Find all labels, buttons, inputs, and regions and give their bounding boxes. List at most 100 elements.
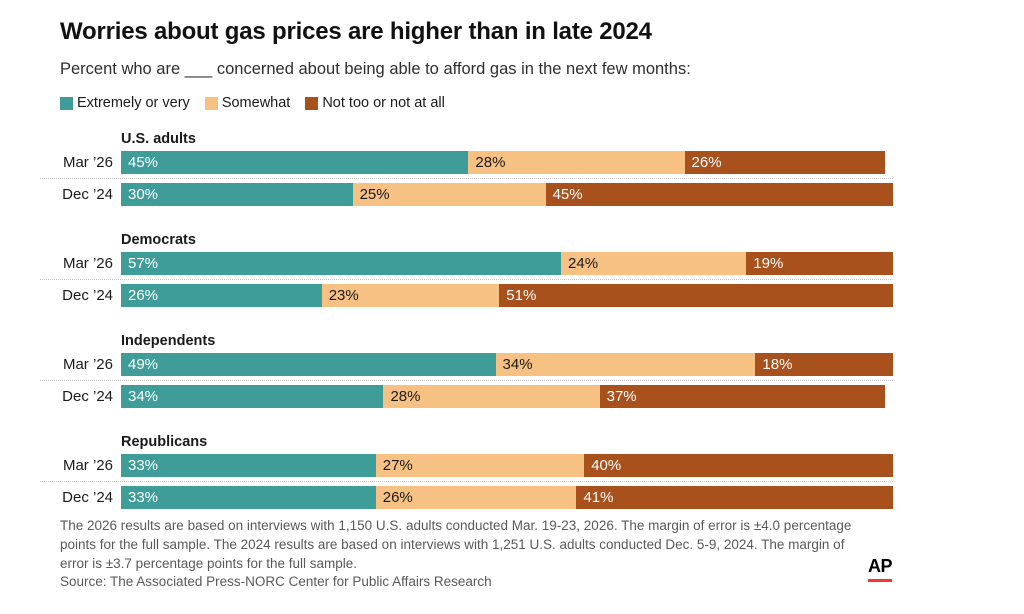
legend-item: Somewhat <box>204 95 291 111</box>
bar-group: Republicans Mar ’26 33% 27% 40% Dec ’24 33% 26%… <box>40 434 893 509</box>
bar-segment: 24% <box>561 252 747 275</box>
bar-track: 34% 28% 37% <box>121 385 893 408</box>
ap-logo: AP <box>868 556 893 582</box>
row-label: Mar ’26 <box>62 356 113 373</box>
row-label: Mar ’26 <box>62 255 113 272</box>
group-label: Independents <box>121 333 216 349</box>
row-label: Dec ’24 <box>62 287 113 304</box>
group-label: Republicans <box>121 434 208 450</box>
bar-row: Mar ’26 33% 27% 40% <box>60 454 893 477</box>
bar-group: Democrats Mar ’26 57% 24% 19% Dec ’24 26% 23% 51… <box>40 232 893 307</box>
bar-value-label: 24% <box>568 255 599 272</box>
row-separator <box>40 178 893 179</box>
bar-value-label: 19% <box>753 255 784 272</box>
bar-group: Independents Mar ’26 49% 34% 18% Dec ’24 34% 28… <box>40 333 893 408</box>
bar-segment: 28% <box>468 151 685 174</box>
bar-segment: 45% <box>545 183 893 206</box>
legend-item: Extremely or very <box>60 95 190 111</box>
page-title: Worries about gas prices are higher than… <box>60 18 652 45</box>
bar-value-label: 57% <box>128 255 159 272</box>
bar-track: 49% 34% 18% <box>121 353 893 376</box>
group-label: U.S. adults <box>121 131 196 147</box>
bar-segment: 26% <box>684 151 886 174</box>
legend-label: Somewhat <box>221 95 291 111</box>
bar-segment: 28% <box>383 385 600 408</box>
row-label: Mar ’26 <box>62 154 113 171</box>
bar-segment: 34% <box>121 385 384 408</box>
bar-track: 57% 24% 19% <box>121 252 893 275</box>
legend-label: Not too or not at all <box>322 95 445 111</box>
bar-segment: 49% <box>121 353 496 376</box>
row-label: Mar ’26 <box>62 457 113 474</box>
stacked-bar-chart: U.S. adults Mar ’26 45% 28% 26% Dec ’24 30% 25%… <box>40 131 893 535</box>
bar-track: 30% 25% 45% <box>121 183 893 206</box>
row-separator <box>40 481 893 482</box>
bar-value-label: 51% <box>506 287 537 304</box>
ap-logo-text: AP <box>868 556 893 576</box>
bar-segment: 41% <box>576 486 893 509</box>
bar-value-label: 34% <box>128 388 159 405</box>
legend-item: Not too or not at all <box>305 95 445 111</box>
row-separator <box>40 279 893 280</box>
bar-value-label: 26% <box>382 489 413 506</box>
bar-value-label: 27% <box>382 457 413 474</box>
bar-value-label: 33% <box>128 489 159 506</box>
bar-row: Dec ’24 34% 28% 37% <box>60 385 893 408</box>
group-label: Democrats <box>121 232 196 248</box>
row-label: Dec ’24 <box>62 489 113 506</box>
bar-value-label: 34% <box>502 356 533 373</box>
chart-legend: Extremely or very Somewhat Not too or not … <box>60 95 445 111</box>
bar-value-label: 33% <box>128 457 159 474</box>
bar-row: Dec ’24 26% 23% 51% <box>60 284 893 307</box>
bar-segment: 18% <box>755 353 893 376</box>
bar-value-label: 41% <box>583 489 614 506</box>
bar-value-label: 37% <box>606 388 637 405</box>
bar-segment: 33% <box>121 454 376 477</box>
bar-track: 33% 26% 41% <box>121 486 893 509</box>
legend-swatch-icon <box>60 96 73 110</box>
bar-segment: 37% <box>599 385 886 408</box>
bar-value-label: 26% <box>691 154 722 171</box>
bar-value-label: 25% <box>359 186 390 203</box>
bar-segment: 30% <box>121 183 353 206</box>
bar-row: Dec ’24 33% 26% 41% <box>60 486 893 509</box>
bar-row: Dec ’24 30% 25% 45% <box>60 183 893 206</box>
bar-segment: 27% <box>375 454 585 477</box>
methodology-note: The 2026 results are based on interviews… <box>60 518 852 572</box>
bar-segment: 19% <box>746 252 893 275</box>
bar-segment: 45% <box>121 151 469 174</box>
bar-value-label: 45% <box>128 154 159 171</box>
bar-segment: 57% <box>121 252 562 275</box>
bar-row: Mar ’26 57% 24% 19% <box>60 252 893 275</box>
bar-value-label: 26% <box>128 287 159 304</box>
bar-track: 45% 28% 26% <box>121 151 893 174</box>
bar-value-label: 49% <box>128 356 159 373</box>
bar-segment: 40% <box>584 454 893 477</box>
bar-segment: 33% <box>121 486 376 509</box>
bar-value-label: 28% <box>390 388 421 405</box>
row-label: Dec ’24 <box>62 186 113 203</box>
row-label: Dec ’24 <box>62 388 113 405</box>
row-separator <box>40 380 893 381</box>
bar-segment: 26% <box>375 486 577 509</box>
legend-label: Extremely or very <box>77 95 190 111</box>
bar-segment: 51% <box>499 284 893 307</box>
bar-segment: 25% <box>352 183 546 206</box>
bar-segment: 23% <box>321 284 500 307</box>
bar-track: 26% 23% 51% <box>121 284 893 307</box>
bar-value-label: 23% <box>328 287 359 304</box>
bar-group: U.S. adults Mar ’26 45% 28% 26% Dec ’24 30% 25%… <box>40 131 893 206</box>
bar-value-label: 28% <box>475 154 506 171</box>
bar-segment: 34% <box>495 353 756 376</box>
bar-value-label: 45% <box>552 186 583 203</box>
bar-value-label: 18% <box>762 356 793 373</box>
bar-row: Mar ’26 49% 34% 18% <box>60 353 893 376</box>
ap-logo-underline-icon <box>868 579 892 582</box>
bar-segment: 26% <box>121 284 322 307</box>
legend-swatch-icon <box>204 96 218 110</box>
bar-row: Mar ’26 45% 28% 26% <box>60 151 893 174</box>
bar-track: 33% 27% 40% <box>121 454 893 477</box>
legend-swatch-icon <box>305 96 319 110</box>
chart-subtitle: Percent who are ___ concerned about bein… <box>60 60 691 78</box>
